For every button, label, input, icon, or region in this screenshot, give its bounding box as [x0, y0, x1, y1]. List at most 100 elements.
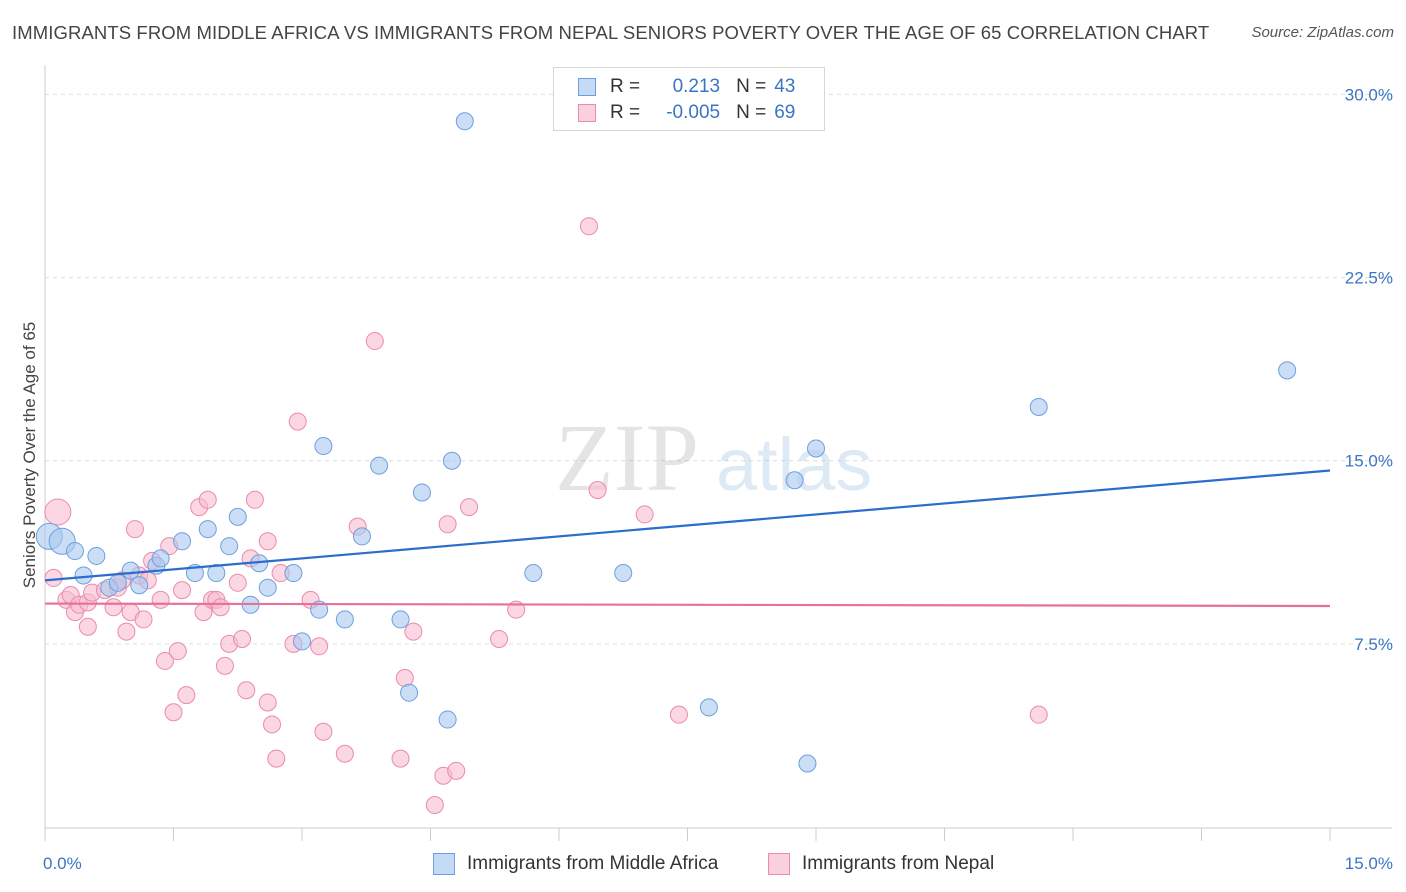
- nepal-point: [164, 703, 183, 722]
- nepal-point: [228, 573, 247, 592]
- nepal-point: [134, 610, 153, 629]
- chart-title: IMMIGRANTS FROM MIDDLE AFRICA VS IMMIGRA…: [12, 22, 1210, 43]
- nepal-point: [44, 498, 72, 526]
- middle-africa-point: [335, 610, 354, 629]
- middle-africa-point: [798, 754, 817, 773]
- nepal-point: [104, 598, 123, 617]
- bottom-legend-nepal: Immigrants from Nepal: [768, 851, 994, 877]
- source-label: Source: ZipAtlas.com: [1251, 24, 1394, 41]
- nepal-point: [404, 622, 423, 641]
- bottom-legend-swatch-blue: [433, 853, 455, 875]
- legend-r-label: R =: [610, 76, 641, 97]
- middle-africa-point: [785, 471, 804, 490]
- x-tick-label: 0.0%: [43, 854, 82, 873]
- nepal-point: [391, 749, 410, 768]
- middle-africa-point: [310, 600, 329, 619]
- nepal-point: [365, 332, 384, 351]
- middle-africa-point: [455, 112, 474, 131]
- middle-africa-point: [108, 573, 127, 592]
- middle-africa-point: [524, 564, 543, 583]
- nepal-point: [460, 498, 479, 517]
- nepal-point: [198, 490, 217, 509]
- nepal-point: [1029, 705, 1048, 724]
- nepal-point: [233, 629, 252, 648]
- middle-africa-point: [293, 632, 311, 651]
- nepal-point: [258, 532, 277, 551]
- middle-africa-point: [228, 507, 247, 526]
- nepal-point: [151, 590, 170, 609]
- nepal-point: [490, 629, 509, 648]
- nepal-point: [588, 481, 607, 500]
- legend-n-value-pink: 69: [774, 102, 796, 123]
- bottom-legend-swatch-pink: [768, 853, 790, 875]
- nepal-point: [44, 568, 63, 587]
- legend-r-value-pink: -0.005: [666, 102, 721, 123]
- middle-africa-point: [198, 520, 217, 539]
- legend-n-label: N =: [736, 102, 767, 123]
- watermark-atlas: atlas: [716, 423, 872, 506]
- middle-africa-point: [284, 564, 303, 583]
- nepal-point: [438, 515, 457, 534]
- middle-africa-point: [412, 483, 431, 502]
- nepal-point: [310, 637, 329, 656]
- nepal-point: [258, 693, 277, 712]
- middle-africa-point: [352, 527, 371, 546]
- nepal-point: [125, 520, 144, 539]
- legend-n-value-blue: 43: [774, 76, 796, 97]
- nepal-point: [155, 651, 174, 670]
- nepal-point: [447, 761, 466, 780]
- bottom-legend-label-nepal: Immigrants from Nepal: [802, 853, 995, 874]
- correlation-legend: R = 0.213 N = 43 R = -0.005 N = 69: [553, 67, 825, 131]
- middle-africa-point: [1029, 397, 1048, 416]
- nepal-trend-line: [44, 602, 1331, 608]
- nepal-point: [211, 598, 230, 617]
- y-axis-label: Seniors Poverty Over the Age of 65: [20, 322, 39, 588]
- nepal-point: [579, 217, 598, 236]
- nepal-point: [314, 722, 333, 741]
- middle-africa-point: [65, 542, 84, 561]
- nepal-points: [44, 217, 1048, 815]
- middle-africa-point: [173, 532, 192, 551]
- middle-africa-point: [391, 610, 410, 629]
- legend-n-label: N =: [736, 76, 767, 97]
- axes: [44, 65, 1392, 841]
- nepal-point: [173, 581, 192, 600]
- nepal-point: [267, 749, 286, 768]
- nepal-point: [635, 505, 654, 524]
- middle-africa-point: [220, 537, 239, 556]
- nepal-point: [215, 656, 234, 675]
- legend-swatch-pink: [578, 104, 596, 122]
- legend-r-label: R =: [610, 102, 641, 123]
- middle-africa-point: [699, 698, 718, 717]
- middle-africa-point: [87, 546, 106, 565]
- y-tick-label: 7.5%: [1354, 635, 1393, 654]
- middle-africa-point: [370, 456, 389, 475]
- watermark: ZIP atlas: [555, 404, 872, 511]
- middle-africa-point: [614, 564, 633, 583]
- middle-africa-point: [314, 437, 333, 456]
- nepal-point: [168, 642, 187, 661]
- nepal-point: [425, 796, 444, 815]
- middle-africa-point: [438, 710, 457, 729]
- middle-africa-point: [258, 578, 277, 597]
- nepal-point: [237, 681, 256, 700]
- legend-r-value-blue: 0.213: [672, 76, 721, 97]
- grid-lines: [45, 93, 1392, 645]
- nepal-point: [78, 617, 97, 636]
- y-tick-label: 22.5%: [1345, 269, 1393, 288]
- middle-africa-point: [130, 576, 149, 595]
- nepal-point: [669, 705, 688, 724]
- tick-labels: 7.5% 15.0% 22.5% 30.0% 0.0% 15.0%: [43, 85, 1393, 873]
- bottom-legend-label-middle-africa: Immigrants from Middle Africa: [467, 853, 719, 874]
- legend-row-nepal: R = -0.005 N = 69: [578, 101, 795, 125]
- x-tick-label: 15.0%: [1345, 854, 1393, 873]
- y-tick-label: 15.0%: [1345, 452, 1393, 471]
- y-tick-label: 30.0%: [1345, 85, 1393, 104]
- middle-africa-trend-line: [44, 469, 1331, 582]
- nepal-point: [288, 412, 307, 431]
- legend-swatch-blue: [578, 78, 596, 96]
- nepal-point: [263, 715, 282, 734]
- watermark-zip: ZIP: [555, 404, 699, 511]
- middle-africa-point: [121, 561, 140, 580]
